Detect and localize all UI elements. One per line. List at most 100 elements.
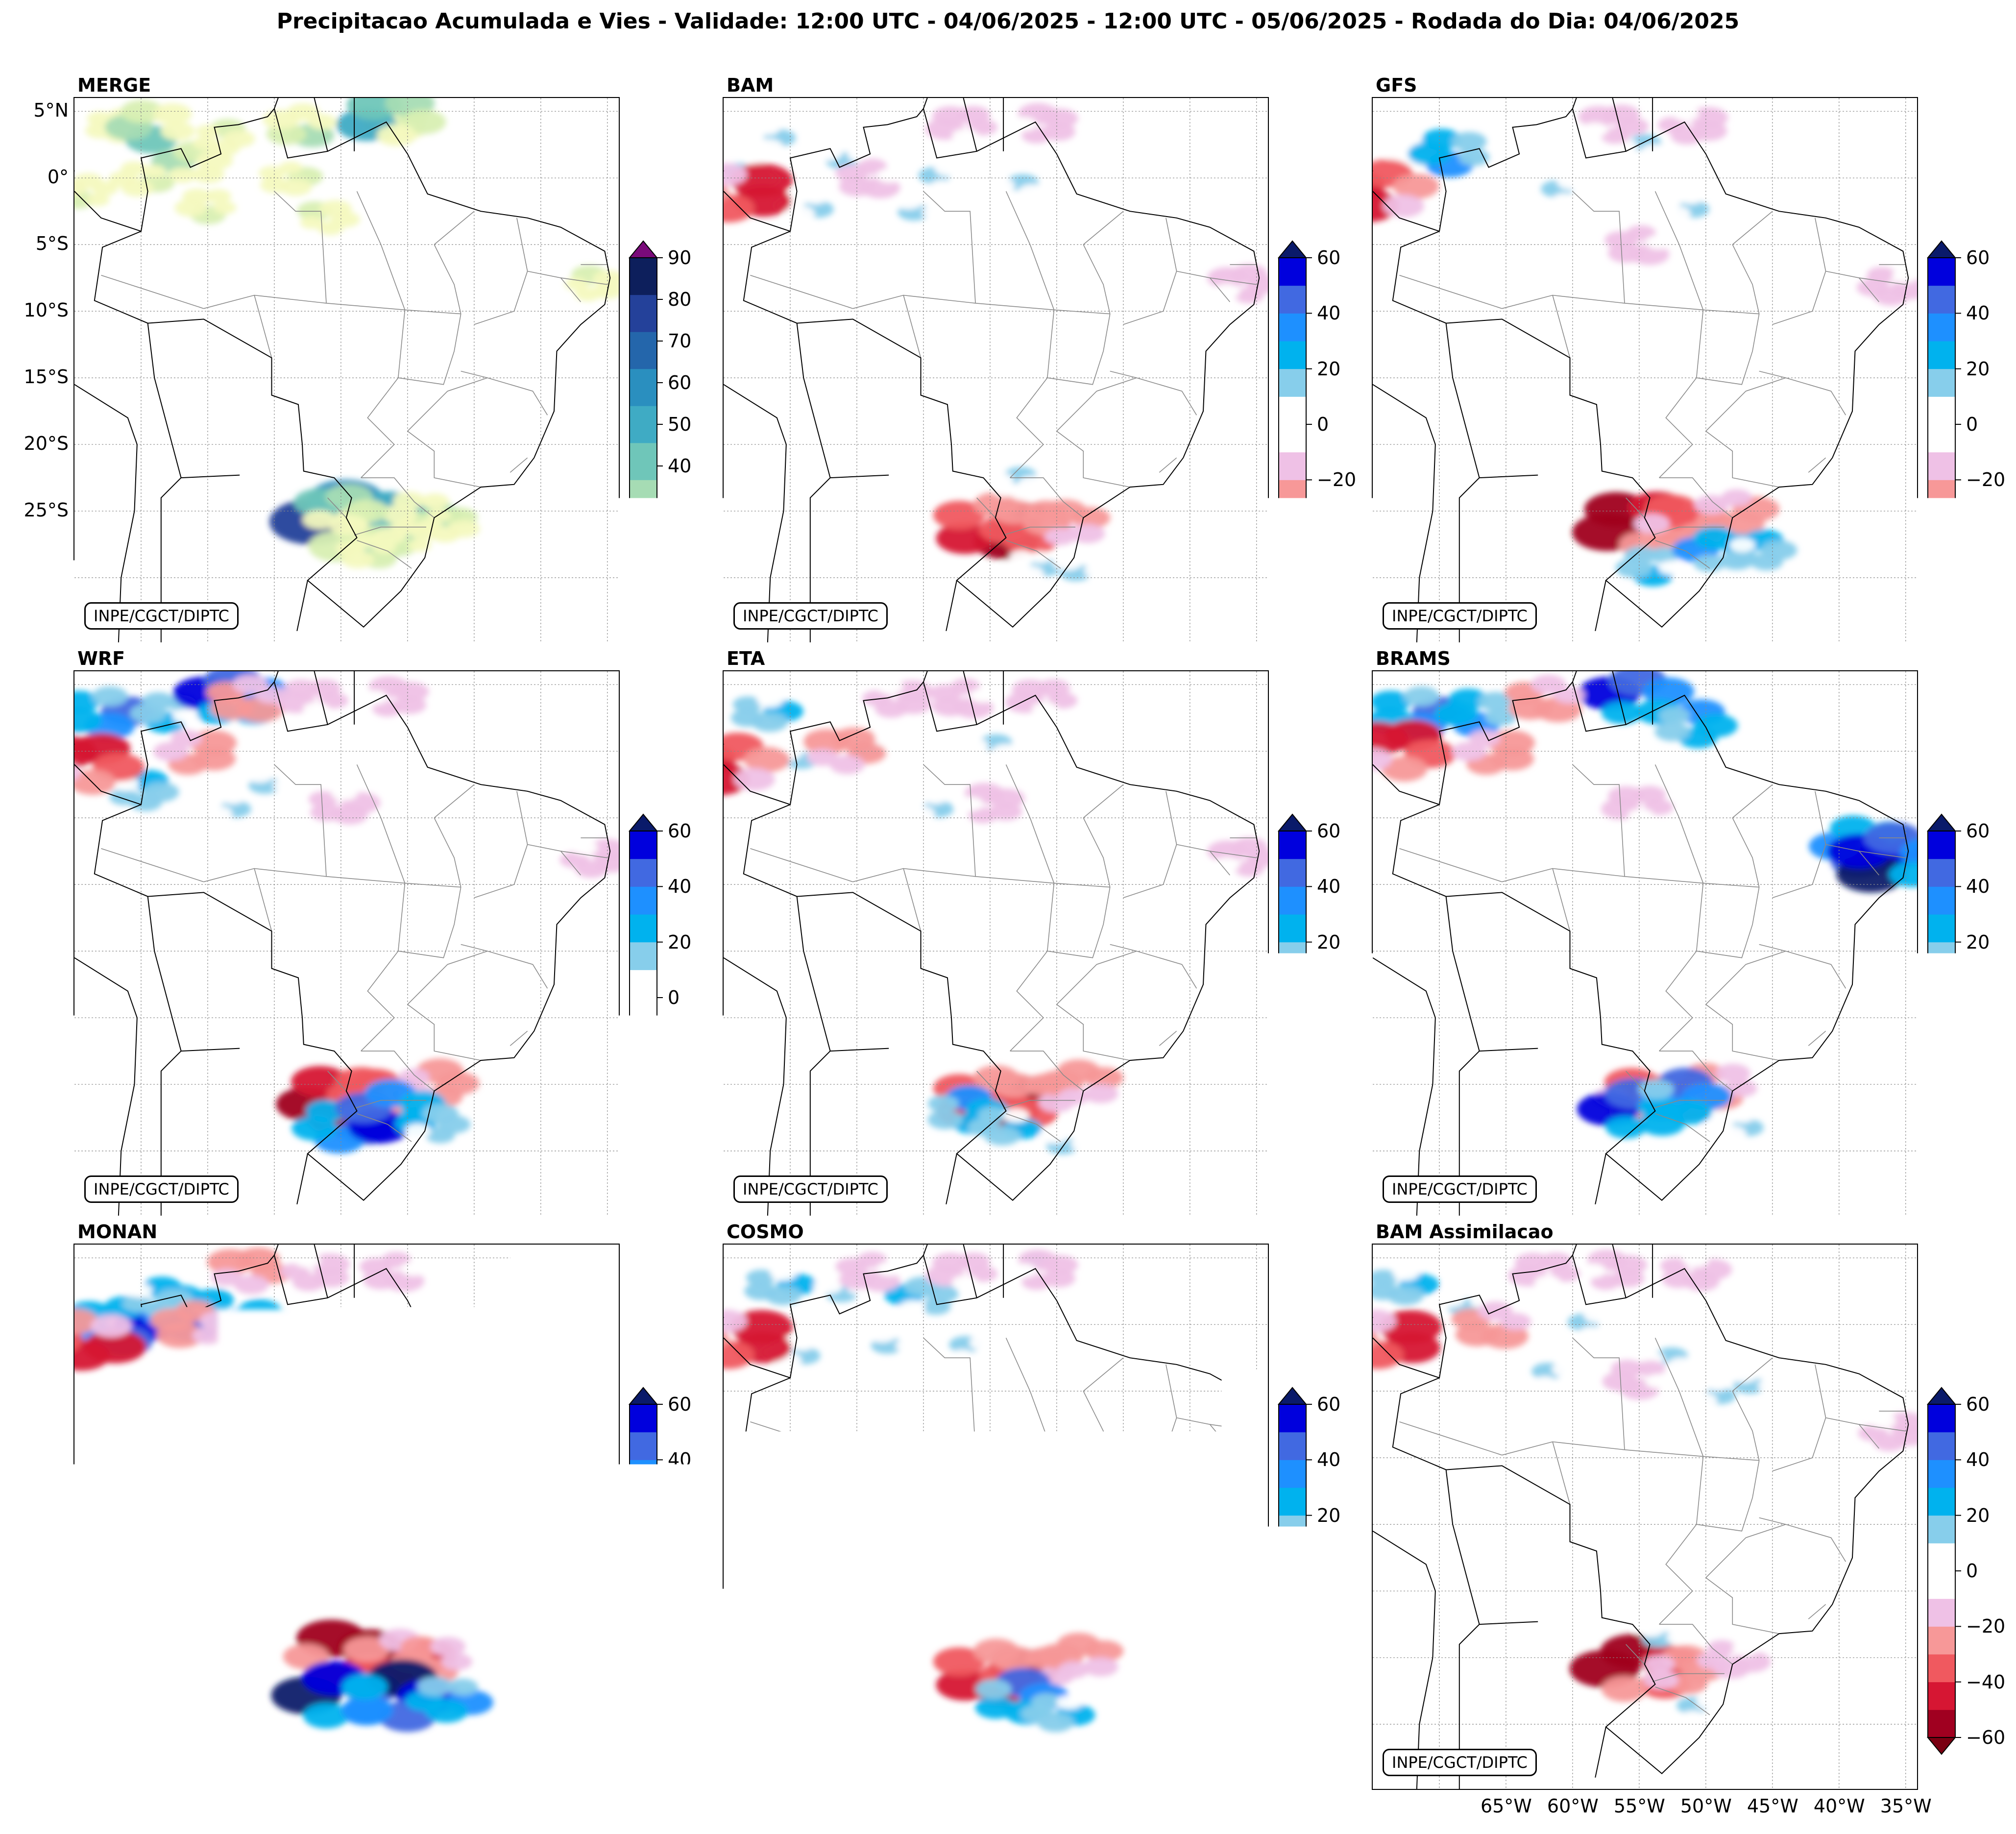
colorbar-tick-label: 40 xyxy=(1966,304,1990,322)
colorbar-bin xyxy=(630,1432,657,1460)
field-cell xyxy=(91,1315,132,1337)
map-svg xyxy=(724,98,1269,643)
field-cell xyxy=(1892,269,1918,283)
field-cell xyxy=(361,690,387,705)
colorbar-tick-label: 0 xyxy=(1317,1562,1329,1580)
colorbar-bin xyxy=(1928,536,1955,563)
colorbar-bin xyxy=(1928,563,1955,591)
colorbar-bin xyxy=(630,258,657,295)
field-layer xyxy=(74,671,620,1153)
field-cell xyxy=(1553,193,1574,205)
colorbar-bin xyxy=(630,1404,657,1432)
field-cell xyxy=(975,1679,1012,1699)
colorbar-tick-label: 40 xyxy=(668,1450,691,1469)
colorbar-bin xyxy=(1928,1460,1955,1488)
colorbar-extend-high xyxy=(630,241,657,258)
colorbar-tick-label: −40 xyxy=(668,1100,707,1118)
colorbar-tick-label: 0 xyxy=(1966,415,1978,434)
credit-label: INPE/CGCT/DIPTC xyxy=(84,602,239,630)
lon-tick-label: 50°W xyxy=(1680,1797,1732,1815)
colorbar-bin xyxy=(1279,508,1306,536)
credit-label: INPE/CGCT/DIPTC xyxy=(1383,1175,1537,1203)
colorbar-bin xyxy=(1279,424,1306,452)
lon-tick-label: 65°W xyxy=(1481,1797,1532,1815)
colorbar-tick-label: −40 xyxy=(1317,1673,1356,1691)
colorbar-bin xyxy=(1279,1404,1306,1432)
field-cell xyxy=(1083,1084,1118,1103)
colorbar-extend-low xyxy=(1928,591,1955,608)
field-cell xyxy=(1669,1620,1693,1634)
map-svg xyxy=(724,1245,1269,1790)
lat-tick-label: 10°S xyxy=(0,874,69,893)
field-cell xyxy=(1721,489,1752,506)
colorbar-bin xyxy=(1928,480,1955,508)
colorbar-tick-label: 20 xyxy=(1317,1506,1340,1525)
colorbar-bin xyxy=(1928,1543,1955,1571)
colorbar-bin xyxy=(1279,480,1306,508)
field-cell xyxy=(300,216,323,229)
colorbar-tick-label: 0 xyxy=(668,1562,680,1580)
colorbar-bin xyxy=(1928,341,1955,369)
colorbar-tick-label: −40 xyxy=(1317,526,1356,545)
field-cell xyxy=(143,165,166,178)
field-cell xyxy=(1729,550,1758,566)
colorbar-bin xyxy=(630,886,657,914)
colorbar-bin xyxy=(630,942,657,970)
colorbar-tick-label: 0 xyxy=(1966,1562,1978,1580)
colorbar-bin xyxy=(1928,1654,1955,1682)
map-svg xyxy=(1373,1245,1918,1790)
field-cell xyxy=(1214,284,1240,298)
field-cell xyxy=(843,138,867,151)
field-cell xyxy=(1086,554,1110,567)
colorbar-tick-label: 40 xyxy=(1317,1450,1340,1469)
colorbar-bin xyxy=(630,554,657,591)
colorbar-bin xyxy=(1279,1682,1306,1710)
colorbar-extend-high xyxy=(1279,241,1306,258)
lat-tick-label: 20°S xyxy=(0,1581,69,1599)
field-cell xyxy=(564,277,588,291)
colorbar-bin xyxy=(1279,1543,1306,1571)
map-svg xyxy=(1373,671,1918,1217)
panel-merge: MERGE INPE/CGCT/DIPTC 5°N 0° 5°S 10°S 15°S 20°S… xyxy=(73,69,720,643)
colorbar-bin xyxy=(1928,1081,1955,1109)
colorbar-tick-label: 40 xyxy=(668,877,691,896)
colorbar-bin xyxy=(1928,1682,1955,1710)
colorbar-bin xyxy=(1279,1516,1306,1543)
colorbar-bin xyxy=(1928,1710,1955,1737)
field-cell xyxy=(1598,1325,1622,1339)
colorbar-bin xyxy=(630,998,657,1026)
colorbar-bin xyxy=(1928,942,1955,970)
colorbar-bin xyxy=(630,1516,657,1543)
colorbar-bin xyxy=(1928,1026,1955,1053)
field-cell xyxy=(1655,722,1690,741)
field-cell xyxy=(1729,538,1755,552)
field-cell xyxy=(1867,267,1896,283)
colorbar: −60 −40 −20 0 20 40 60 xyxy=(1928,241,2016,613)
colorbar-bin xyxy=(630,859,657,887)
colorbar-tick-label: 40 xyxy=(1317,877,1340,896)
colorbar: −60 −40 −20 0 20 40 60 xyxy=(1279,241,1372,613)
colorbar: −60 −40 −20 0 20 40 60 xyxy=(630,1388,723,1760)
colorbar-bin xyxy=(630,1571,657,1599)
colorbar-bin xyxy=(630,406,657,443)
colorbar-bin xyxy=(1279,1710,1306,1737)
panel-brams: BRAMS INPE/CGCT/DIPTC −60 −40 −20 0 20 40 60 xyxy=(1372,642,2016,1216)
credit-label: INPE/CGCT/DIPTC xyxy=(1383,602,1537,630)
lat-tick-label: 20°S xyxy=(0,434,69,453)
colorbar-bin xyxy=(1279,452,1306,480)
credit-label: INPE/CGCT/DIPTC xyxy=(733,602,888,630)
field-cell xyxy=(417,1677,453,1696)
lon-tick-label: 45°W xyxy=(1098,1797,1149,1815)
field-cell xyxy=(377,124,416,147)
field-cell xyxy=(1658,561,1684,575)
colorbar-bin xyxy=(630,369,657,406)
colorbar-bin xyxy=(1279,258,1306,286)
field-cell xyxy=(1758,1380,1779,1392)
field-cell xyxy=(1073,1127,1097,1141)
field-cell xyxy=(1030,551,1051,563)
colorbar-extend-high xyxy=(1928,814,1955,831)
field-layer xyxy=(74,98,620,568)
field-cell xyxy=(970,688,996,703)
field-cell xyxy=(968,739,989,751)
lon-tick-label: 65°W xyxy=(182,1797,234,1815)
